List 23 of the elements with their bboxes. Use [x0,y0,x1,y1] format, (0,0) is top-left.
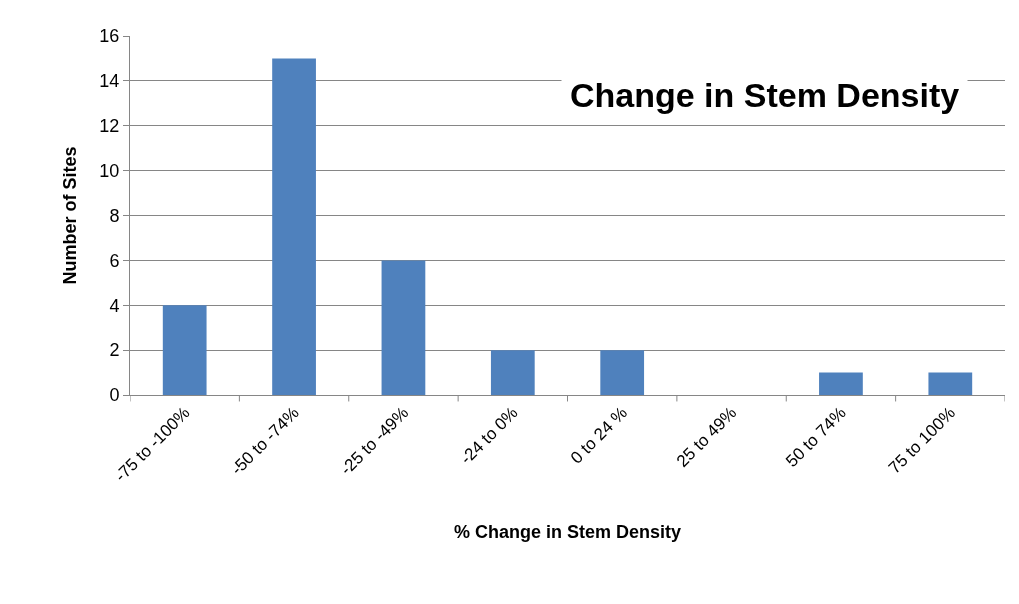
y-tick-label: 14 [99,71,120,92]
y-axis-title: Number of Sites [59,146,80,285]
y-tick-label: 2 [109,340,120,361]
x-tick-label: 50 to 74% [782,403,850,471]
x-tick-label: 0 to 24 % [566,403,632,468]
text: Change in Stem Density [570,76,960,114]
y-tick-label: 16 [99,26,120,47]
y-tick-label: 6 [109,250,120,271]
bar [490,350,535,395]
y-tick-label: 0 [109,385,120,406]
y-tick-label: 12 [99,116,120,137]
x-tick-label: -24 to 0% [456,403,522,469]
bar [600,350,645,395]
bar [928,372,973,395]
x-axis-title: % Change in Stem Density [453,521,682,542]
bar [381,260,426,395]
bar [162,305,207,395]
bar [272,58,316,395]
x-tick-label: 25 to 49% [672,403,741,471]
y-tick-label: 4 [109,295,120,316]
y-tick-label: 8 [109,205,120,226]
bar [819,372,863,395]
y-tick-label: 10 [99,160,120,181]
